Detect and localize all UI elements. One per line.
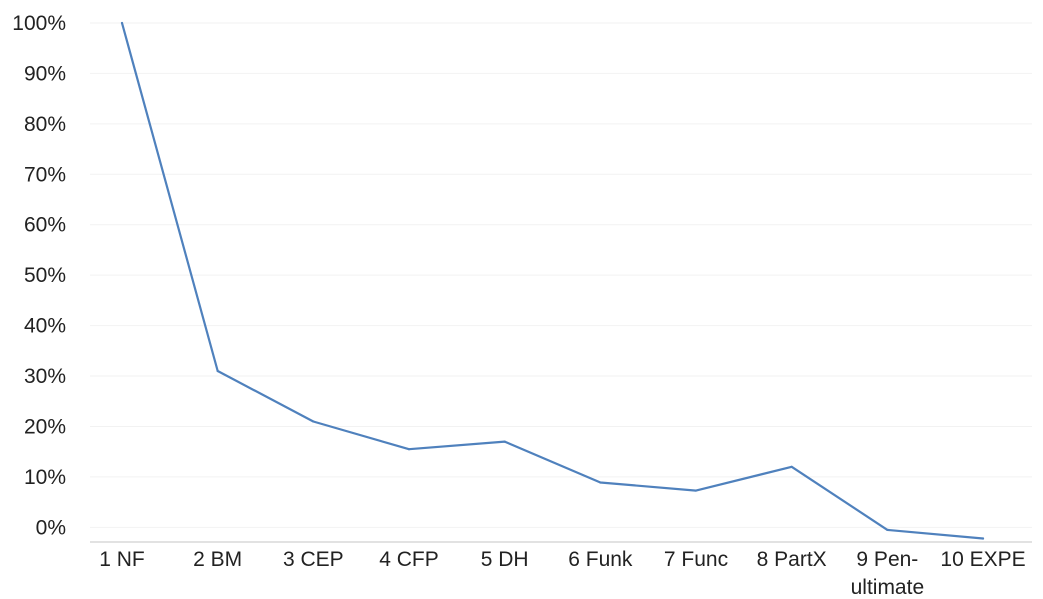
x-axis-tick-labels: 1 NF 2 BM 3 CEP 4 CFP 5 DH 6 Funk 7 Func 8 Part… xyxy=(99,548,1025,599)
y-tick-label: 40% xyxy=(24,315,66,338)
grid-lines xyxy=(90,22,1032,528)
data-point xyxy=(503,440,506,443)
x-tick-label: 4 CFP xyxy=(379,548,439,571)
data-point xyxy=(981,537,985,540)
x-tick-label: ultimate xyxy=(851,576,925,599)
y-tick-label: 30% xyxy=(24,365,66,388)
x-tick-label: 10 EXPE xyxy=(940,548,1025,571)
x-tick-label: 9 Pen- xyxy=(856,548,918,571)
x-tick-label: 1 NF xyxy=(99,548,145,571)
y-tick-label: 60% xyxy=(24,214,66,237)
data-point xyxy=(120,21,124,25)
data-point xyxy=(312,420,315,423)
x-tick-label: 6 Funk xyxy=(568,548,633,571)
y-tick-label: 0% xyxy=(36,516,66,539)
x-tick-label: 8 PartX xyxy=(757,548,827,571)
x-tick-label: 3 CEP xyxy=(283,548,344,571)
y-tick-label: 10% xyxy=(24,466,66,489)
y-tick-label: 70% xyxy=(24,163,66,186)
y-tick-label: 100% xyxy=(12,12,66,35)
y-axis-tick-labels: 0% 10% 20% 30% 40% 50% 60% 70% 80% 90% 100% xyxy=(12,12,66,539)
x-tick-label: 5 DH xyxy=(481,548,529,571)
data-point xyxy=(694,489,698,492)
y-tick-label: 20% xyxy=(24,415,66,438)
y-tick-label: 90% xyxy=(24,62,66,85)
data-point xyxy=(407,448,411,451)
y-tick-label: 50% xyxy=(24,264,66,287)
data-point xyxy=(886,528,889,531)
data-point xyxy=(790,465,793,468)
y-tick-label: 80% xyxy=(24,113,66,136)
data-point xyxy=(216,369,219,373)
x-tick-label: 7 Func xyxy=(664,548,728,571)
data-point xyxy=(599,481,602,484)
series-layer xyxy=(120,21,985,540)
series-line-0 xyxy=(120,21,985,540)
x-tick-label: 2 BM xyxy=(193,548,242,571)
